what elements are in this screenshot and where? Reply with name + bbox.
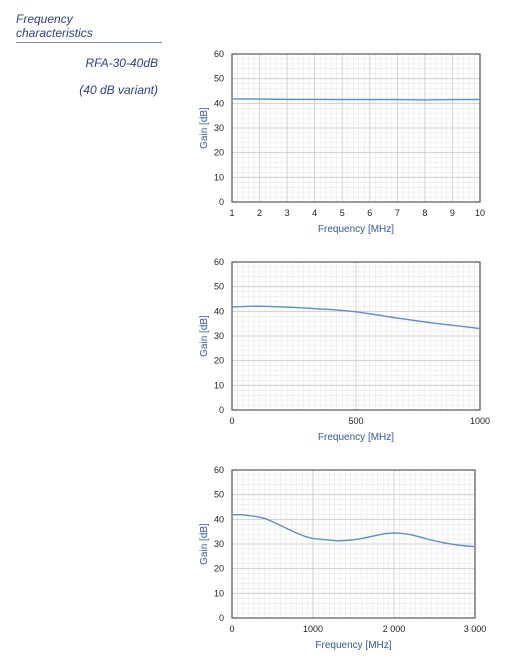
y-tick-label: 60 — [214, 49, 224, 59]
y-tick-label: 10 — [214, 588, 224, 598]
x-tick-label: 1000 — [303, 624, 323, 634]
plot-frame — [231, 53, 481, 203]
x-tick-label: 0 — [229, 624, 234, 634]
y-tick-label: 20 — [214, 356, 224, 366]
y-tick-label: 10 — [214, 380, 224, 390]
y-axis-label: Gain [dB] — [199, 523, 210, 565]
plot-frame — [231, 261, 481, 411]
y-tick-label: 60 — [214, 465, 224, 475]
major-grid — [231, 53, 481, 203]
model-label: RFA-30-40dB — [85, 56, 158, 70]
x-tick-label: 2 000 — [383, 624, 406, 634]
x-tick-label: 7 — [395, 208, 400, 218]
y-tick-label: 50 — [214, 490, 224, 500]
title-line-1: Frequency — [16, 12, 73, 26]
chart-2: 0 10 20 30 40 50 60 0 500 1000 Frequency [MHz] Gain… — [199, 257, 490, 443]
x-axis-label: Frequency [MHz] — [318, 224, 394, 235]
x-tick-label: 500 — [348, 416, 363, 426]
x-tick-label: 3 — [285, 208, 290, 218]
x-tick-label: 10 — [475, 208, 485, 218]
y-tick-label: 40 — [214, 514, 224, 524]
x-tick-label: 1 — [229, 208, 234, 218]
plot-frame — [231, 469, 476, 619]
y-axis-label: Gain [dB] — [199, 315, 210, 357]
chart-3: 0 10 20 30 40 50 60 0 1000 2 000 3 000 Frequency [M… — [199, 465, 486, 651]
y-tick-label: 10 — [214, 172, 224, 182]
gain-curve — [231, 98, 480, 101]
x-tick-label: 2 — [257, 208, 262, 218]
y-tick-label: 0 — [219, 405, 224, 415]
y-tick-label: 0 — [219, 197, 224, 207]
y-tick-label: 30 — [214, 331, 224, 341]
x-tick-label: 5 — [340, 208, 345, 218]
major-grid — [231, 261, 481, 411]
y-tick-label: 20 — [214, 564, 224, 574]
x-tick-label: 9 — [450, 208, 455, 218]
x-tick-label: 0 — [229, 416, 234, 426]
frequency-characteristics-title: Frequency characteristics — [16, 12, 166, 43]
x-tick-label: 1000 — [470, 416, 490, 426]
y-axis-label: Gain [dB] — [199, 107, 210, 149]
gain-curve — [231, 513, 476, 548]
y-tick-label: 20 — [214, 148, 224, 158]
y-tick-label: 30 — [214, 123, 224, 133]
gain-curve — [231, 305, 481, 330]
chart-1: 0 10 20 30 40 50 60 1 2 3 4 5 6 7 8 9 10 Frequency [MHz] G… — [199, 49, 485, 235]
y-tick-label: 30 — [214, 539, 224, 549]
x-tick-label: 4 — [312, 208, 317, 218]
variant-label: (40 dB variant) — [79, 83, 158, 97]
x-tick-label: 6 — [367, 208, 372, 218]
y-tick-label: 40 — [214, 98, 224, 108]
major-grid — [231, 469, 476, 619]
y-tick-label: 50 — [214, 282, 224, 292]
title-line-2: characteristics — [16, 26, 93, 40]
x-axis-label: Frequency [MHz] — [318, 432, 394, 443]
title-underline — [16, 42, 162, 43]
y-tick-label: 50 — [214, 74, 224, 84]
x-axis-label: Frequency [MHz] — [315, 640, 391, 651]
x-tick-label: 3 000 — [464, 624, 487, 634]
y-tick-label: 60 — [214, 257, 224, 267]
y-tick-label: 40 — [214, 306, 224, 316]
x-tick-label: 8 — [422, 208, 427, 218]
y-tick-label: 0 — [219, 613, 224, 623]
